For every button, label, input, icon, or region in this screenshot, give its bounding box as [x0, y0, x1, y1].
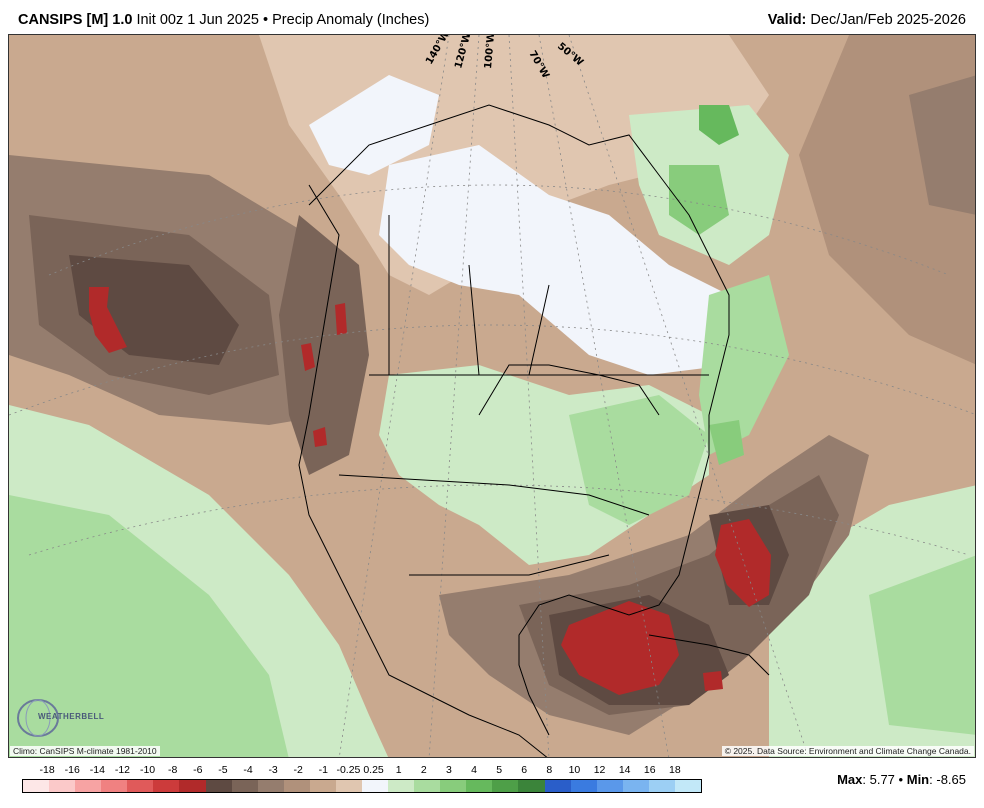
logo-globe-icon [17, 699, 59, 737]
north-atlantic-dry-core [909, 75, 975, 215]
legend-swatch [622, 780, 649, 792]
legend-label: 0.25 [363, 764, 384, 776]
legend-label: 12 [593, 764, 606, 776]
greenland-wet-core [669, 165, 729, 235]
coastlines [298, 104, 770, 757]
legend-label: 18 [669, 764, 681, 776]
legend-swatch [362, 780, 389, 792]
legend-label: 1 [395, 764, 402, 776]
legend-label: -2 [293, 764, 303, 776]
max-label: Max [837, 772, 863, 787]
bc-red-core [335, 303, 347, 335]
legend-swatch [440, 780, 467, 792]
pacific-wet-south-core [9, 495, 289, 757]
legend-labels: -18 -16 -14 -12 -10 -8 -6 -5 -4 -3 -2 -1 -0.25 0.25 1 2… [22, 764, 702, 778]
model-name: CANSIPS [M] 1.0 [18, 12, 133, 28]
legend-label: -16 [64, 764, 80, 776]
legend-label: 4 [471, 764, 477, 776]
legend-label: 14 [618, 764, 631, 776]
legend-label: -3 [268, 764, 278, 776]
legend-swatch [335, 780, 363, 792]
west-coast-dry [279, 215, 369, 475]
valid-range: Dec/Jan/Feb 2025-2026 [810, 12, 966, 28]
min-label: Min [906, 772, 930, 787]
legend-label: -4 [243, 764, 253, 776]
logo-text: WEATHERBELL [38, 712, 105, 721]
legend-swatch [257, 780, 284, 792]
legend-label: 8 [546, 764, 553, 776]
max-value: 5.77 [869, 772, 895, 787]
california-red-core [313, 427, 327, 447]
atlantic-red-core [715, 519, 771, 607]
legend-label: 10 [568, 764, 581, 776]
legend-swatch [388, 780, 415, 792]
lon-label-100w: 100°W [483, 35, 497, 69]
pacific-red-core [89, 287, 127, 353]
legend-label: -6 [193, 764, 203, 776]
legend-label: 6 [521, 764, 528, 776]
map-svg: 140°W 120°W 100°W 70°W 50°W [9, 35, 975, 757]
map-title: CANSIPS [M] 1.0 Init 00z 1 Jun 2025 • Pr… [18, 12, 429, 28]
gulf-red-core [561, 601, 679, 695]
caribbean-red-core [703, 671, 723, 691]
legend-label: 3 [445, 764, 452, 776]
legend-label: -18 [39, 764, 55, 776]
climo-credit: Climo: CanSIPS M-climate 1981-2010 [10, 746, 160, 756]
legend-swatch [648, 780, 675, 792]
legend-swatch [23, 780, 50, 792]
legend-swatch [492, 780, 519, 792]
legend-label: -1 [318, 764, 328, 776]
legend-swatch [466, 780, 493, 792]
stats-separator: • [898, 772, 904, 787]
title-separator: • [263, 12, 269, 28]
greenland-wet-core-2 [699, 105, 739, 145]
legend-swatch [674, 780, 702, 792]
legend-swatch [153, 780, 180, 792]
legend-swatch [205, 780, 232, 792]
init-time: Init 00z 1 Jun 2025 [136, 12, 259, 28]
nova-scotia-wet [709, 420, 744, 465]
legend-label: -10 [139, 764, 156, 776]
legend-swatch [127, 780, 154, 792]
legend-label: 16 [643, 764, 656, 776]
alaska-neutral-area [309, 75, 439, 175]
legend-label: 2 [420, 764, 427, 776]
labrador-wet [699, 275, 789, 455]
valid-period: Valid: Dec/Jan/Feb 2025-2026 [768, 12, 966, 28]
legend-label: -14 [89, 764, 105, 776]
valid-label: Valid: [767, 12, 807, 28]
color-legend: -18 -16 -14 -12 -10 -8 -6 -5 -4 -3 -2 -1 -0.25 0.25 1 2… [22, 764, 702, 794]
weatherbell-logo: WEATHERBELL [14, 696, 104, 740]
legend-swatch [231, 780, 258, 792]
legend-swatch [101, 780, 128, 792]
legend-swatch [544, 780, 571, 792]
oregon-red-core [301, 343, 315, 371]
ohio-valley-wet [569, 395, 709, 525]
legend-color-bar [22, 779, 702, 793]
legend-swatch [596, 780, 623, 792]
legend-swatch [414, 780, 441, 792]
legend-swatch [49, 780, 76, 792]
legend-label: -8 [167, 764, 178, 776]
legend-swatch [518, 780, 545, 792]
data-source-credit: © 2025. Data Source: Environment and Cli… [721, 746, 974, 756]
min-value: -8.65 [936, 772, 966, 787]
canada-neutral-area [379, 145, 769, 375]
legend-label: -5 [218, 764, 228, 776]
legend-swatch [570, 780, 597, 792]
legend-label: -0.25 [336, 764, 361, 776]
graticule [9, 35, 975, 757]
legend-label: 5 [496, 764, 503, 776]
header: CANSIPS [M] 1.0 Init 00z 1 Jun 2025 • Pr… [0, 0, 984, 34]
precip-anomaly-map: 140°W 120°W 100°W 70°W 50°W [8, 34, 976, 758]
legend-swatch [179, 780, 206, 792]
legend-label: -12 [114, 764, 131, 776]
atlantic-wet-core [869, 555, 975, 735]
legend-swatch [75, 780, 102, 792]
legend-swatch [283, 780, 310, 792]
legend-swatch [309, 780, 336, 792]
product-name: Precip Anomaly (Inches) [272, 12, 430, 28]
max-min-stats: Max: 5.77 • Min: -8.65 [837, 772, 966, 787]
